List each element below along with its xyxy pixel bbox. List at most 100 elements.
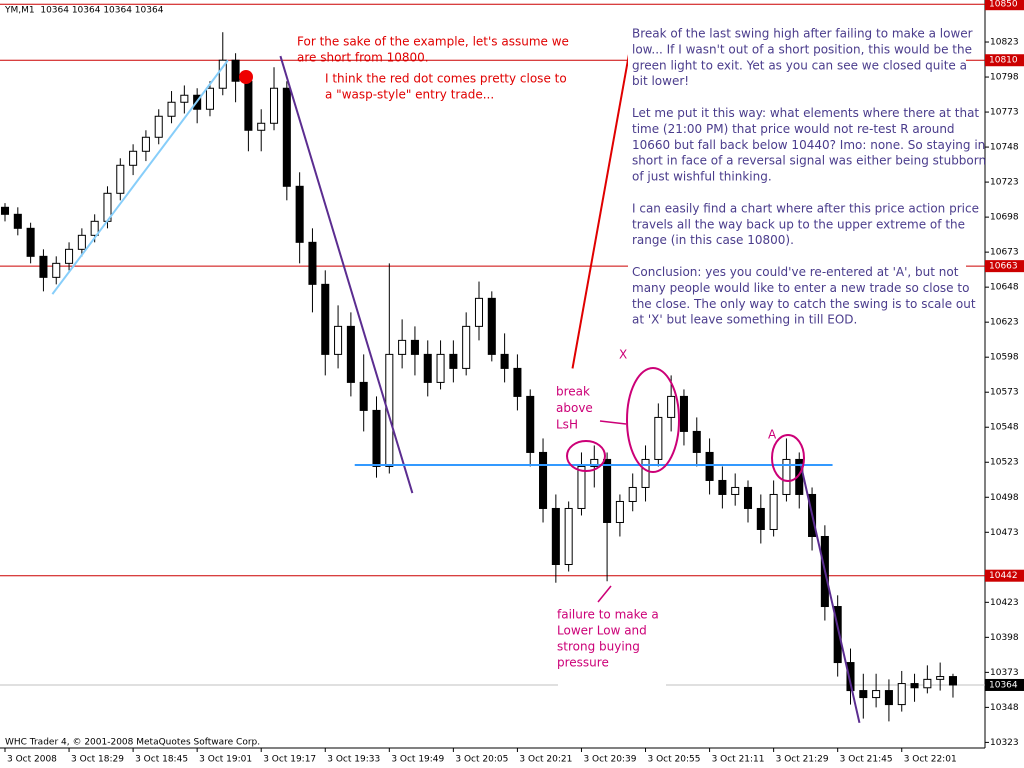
candle-body: [244, 80, 253, 131]
candle-body: [90, 220, 99, 236]
commentary-line: Let me put it this way: what elements wh…: [632, 106, 979, 120]
x-tick-label: 3 Oct 20:55: [648, 755, 701, 765]
annotation: break: [556, 385, 590, 399]
price-label-box: [985, 0, 1024, 11]
candle-body: [474, 297, 484, 327]
candle-body: [410, 339, 419, 355]
candle-body: [936, 676, 945, 680]
trendline: [279, 55, 414, 494]
annotation: Lower Low and: [557, 624, 647, 638]
price-label-box: [985, 569, 1024, 582]
y-tick-label: 10373: [990, 668, 1019, 678]
candle-body: [398, 339, 407, 355]
x-tick-label: 3 Oct 19:01: [199, 755, 252, 765]
commentary-line: 10660 but fall back below 10440? Imo: no…: [632, 138, 985, 152]
candle-body: [769, 493, 778, 530]
candle-body: [154, 115, 163, 138]
price-line-layer: 10850 10810 10663 10442 10364: [0, 0, 1024, 691]
trendline-layer: [51, 40, 861, 724]
y-tick-label: 10673: [990, 248, 1019, 258]
y-tick-label: 10573: [990, 388, 1019, 398]
y-tick-label: 10823: [990, 38, 1019, 48]
x-tick-label: 3 Oct 2008: [7, 755, 57, 765]
price-label-box: [985, 678, 1024, 691]
y-tick-label: 10723: [990, 178, 1019, 188]
candle-body: [910, 683, 919, 689]
y-tick-label: 10523: [990, 458, 1019, 468]
candle-body: [692, 430, 701, 453]
commentary-line: at 'X' but leave something in till EOD.: [632, 313, 857, 327]
candle-body: [116, 164, 125, 194]
candle-body: [743, 486, 753, 509]
x-tick-label: 3 Oct 19:17: [263, 755, 316, 765]
candle-body: [436, 353, 445, 383]
highlight-ellipse: [566, 440, 606, 472]
x-tick-label: 3 Oct 18:29: [71, 755, 124, 765]
trendline: [571, 40, 633, 369]
candle-body: [782, 458, 791, 495]
commentary-line: Break of the last swing high after faili…: [632, 27, 973, 41]
candle-body: [641, 458, 650, 488]
candle-body: [129, 150, 138, 166]
candle-body: [13, 213, 22, 229]
x-tick-label: 3 Oct 18:45: [135, 755, 188, 765]
candle-body: [205, 87, 214, 110]
annotation-layer: For the sake of the example, let's assum…: [239, 24, 986, 694]
y-tick-label: 10798: [990, 73, 1019, 83]
y-tick-label: 10473: [990, 528, 1019, 538]
candle-body: [218, 59, 227, 89]
commentary-line: many people would like to enter a new tr…: [632, 281, 969, 295]
y-tick-label: 10548: [990, 423, 1019, 433]
price-label: 10364: [989, 680, 1018, 690]
candle-body: [731, 486, 740, 495]
candle-body: [833, 606, 842, 664]
candle-body: [513, 367, 522, 397]
candle-body: [718, 479, 727, 495]
pointer-line: [597, 585, 612, 603]
y-tick-label: 10423: [990, 598, 1019, 608]
annotation: For the sake of the example, let's assum…: [297, 35, 569, 49]
candle-body: [334, 325, 343, 355]
candle-body: [346, 325, 355, 383]
annotation: failure to make a: [557, 608, 659, 622]
candle-body: [295, 185, 304, 243]
price-label-box: [985, 54, 1024, 67]
x-tick-label: 3 Oct 22:01: [904, 755, 957, 765]
candle-body: [590, 458, 599, 467]
x-tick-label: 3 Oct 21:29: [776, 755, 829, 765]
candle-body: [884, 690, 893, 706]
candle-body: [539, 451, 548, 509]
candle-body: [859, 690, 868, 699]
y-tick-label: 10773: [990, 108, 1019, 118]
candle-body: [372, 409, 381, 467]
annotation: are short from 10800.: [297, 51, 429, 65]
candle-body: [26, 227, 35, 257]
candle-body: [52, 262, 61, 278]
y-tick-label: 10698: [990, 213, 1019, 223]
annotation: X: [619, 348, 627, 362]
commentary-line: green light to exit. Yet as you can see …: [632, 58, 967, 72]
candle-body: [0, 206, 10, 215]
candle-body: [577, 465, 586, 509]
commentary-line: bit lower!: [632, 74, 689, 88]
candle-body: [257, 122, 266, 131]
candle-body: [654, 416, 663, 460]
annotation: I think the red dot comes pretty close t…: [325, 72, 567, 86]
candle-body: [846, 662, 855, 692]
candle-body: [756, 507, 765, 530]
y-tick-label: 10648: [990, 283, 1019, 293]
pointer-arrow: [599, 420, 627, 425]
candle-body: [487, 297, 496, 355]
commentary-line: travels all the way back up to the upper…: [632, 217, 965, 231]
candle-body: [65, 248, 74, 264]
commentary-line: I can easily find a chart where after th…: [632, 201, 979, 215]
annotation: above: [556, 401, 593, 415]
y-tick-label: 10323: [990, 738, 1019, 748]
candle-layer: [0, 32, 957, 722]
candle-body: [269, 87, 279, 124]
candle-body: [500, 353, 509, 369]
x-tick-label: 3 Oct 21:45: [840, 755, 893, 765]
candle-body: [321, 283, 330, 355]
candle-body: [603, 458, 612, 523]
candle-body: [564, 507, 573, 566]
